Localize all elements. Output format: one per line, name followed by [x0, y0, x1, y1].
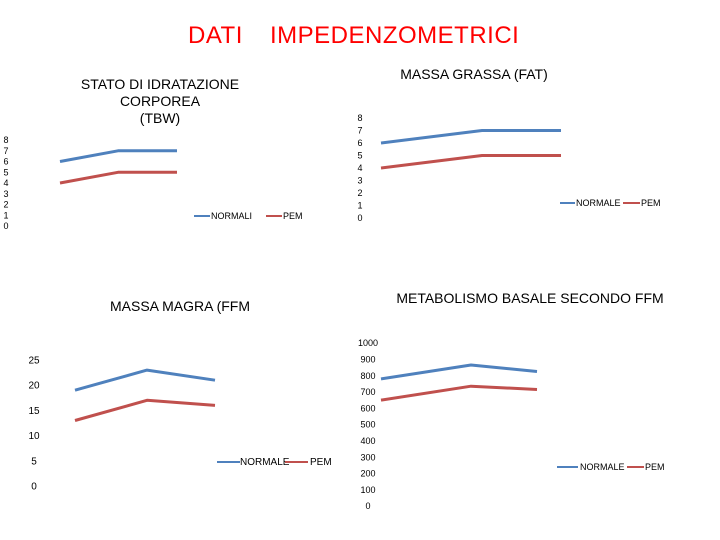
- chart-metabolism-ytick-label: 700: [360, 387, 375, 397]
- chart-metabolism-ytick-label: 300: [360, 452, 375, 462]
- chart-tbw-legend-label-normal: NORMALI: [211, 211, 252, 221]
- chart-metabolism-ytick-label: 800: [360, 371, 375, 381]
- chart-ffm-ytick-label: 10: [28, 431, 40, 442]
- chart-tbw-ytick-label: 6: [3, 157, 8, 167]
- chart-title-fat: MASSA GRASSA (FAT): [400, 66, 548, 82]
- chart-fat-ytick-label: 2: [357, 188, 362, 198]
- chart-tbw-ytick-label: 0: [3, 221, 8, 231]
- chart-metabolism-legend-label-pem: PEM: [645, 462, 665, 472]
- chart-metabolism-ytick-label: 200: [360, 469, 375, 479]
- chart-fat-series-pem-line: [380, 154, 561, 170]
- chart-metabolism-ytick-label: 0: [365, 501, 370, 511]
- chart-ffm-ytick-label: 0: [31, 482, 37, 493]
- chart-tbw-ytick-label: 3: [3, 189, 8, 199]
- chart-title-tbw-line2: (TBW): [139, 110, 181, 126]
- chart-metabolism-ytick-label: 500: [360, 420, 375, 430]
- chart-metabolism-ytick-label: 600: [360, 403, 375, 413]
- chart-ffm-ytick-label: 25: [28, 356, 40, 367]
- chart-fat-legend-label-normal: NORMALE: [576, 198, 621, 208]
- chart-ffm-ytick-label: 20: [28, 381, 40, 392]
- page-title-left: DATI: [188, 22, 243, 49]
- chart-metabolism-series-pem-line: [380, 384, 538, 402]
- chart-tbw-ytick-label: 5: [3, 167, 8, 177]
- chart-title-tbw: STATO DI IDRATAZIONE CORPOREA (TBW): [40, 76, 280, 127]
- chart-metabolism-ytick-label: 900: [360, 354, 375, 364]
- chart-tbw-ytick-label: 4: [3, 178, 8, 188]
- chart-fat-ytick-label: 1: [357, 201, 362, 211]
- page-title-right: IMPEDENZOMETRICI: [270, 22, 520, 49]
- chart-metabolism-ytick-label: 100: [360, 485, 375, 495]
- chart-title-metabolism: METABOLISMO BASALE SECONDO FFM: [396, 290, 664, 306]
- chart-tbw-series-normal-line: [59, 149, 177, 163]
- chart-tbw-series-pem-line: [59, 170, 177, 185]
- chart-fat-ytick-label: 8: [357, 113, 362, 123]
- chart-metabolism-series-normal-line: [380, 363, 538, 381]
- chart-tbw-legend-label-pem: PEM: [283, 211, 303, 221]
- chart-fat-ytick-label: 7: [357, 126, 362, 136]
- chart-fat-ytick-label: 3: [357, 176, 362, 186]
- chart-ffm-legend-label-normal: NORMALE: [240, 457, 290, 468]
- chart-title-tbw-line1: STATO DI IDRATAZIONE CORPOREA: [80, 76, 240, 109]
- chart-title-ffm: MASSA MAGRA (FFM: [109, 298, 250, 314]
- chart-tbw-ytick-label: 1: [3, 210, 8, 220]
- chart-metabolism-ytick-label: 400: [360, 436, 375, 446]
- chart-metabolism-ytick-label: 1000: [358, 338, 378, 348]
- chart-tbw-ytick-label: 7: [3, 146, 8, 156]
- chart-ffm-ytick-label: 5: [31, 456, 37, 467]
- chart-ffm-series-pem-line: [74, 398, 216, 422]
- chart-metabolism-legend-label-normal: NORMALE: [580, 462, 625, 472]
- chart-fat-ytick-label: 4: [357, 163, 362, 173]
- chart-ffm-ytick-label: 15: [28, 406, 40, 417]
- chart-fat-series-normal-line: [380, 129, 561, 145]
- chart-tbw-ytick-label: 2: [3, 200, 8, 210]
- chart-ffm-legend-label-pem: PEM: [310, 457, 332, 468]
- chart-fat-legend-label-pem: PEM: [641, 198, 661, 208]
- chart-fat-ytick-label: 6: [357, 138, 362, 148]
- chart-fat-ytick-label: 5: [357, 151, 362, 161]
- chart-fat-ytick-label: 0: [357, 213, 362, 223]
- chart-ffm-series-normal-line: [74, 368, 216, 392]
- chart-tbw-ytick-label: 8: [3, 135, 8, 145]
